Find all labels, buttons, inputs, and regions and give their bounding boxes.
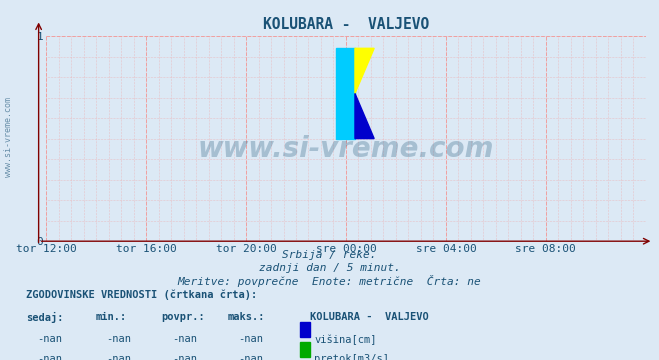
Text: sedaj:: sedaj: <box>26 312 64 323</box>
Text: Srbija / reke.: Srbija / reke. <box>282 250 377 260</box>
Text: -nan: -nan <box>106 354 131 360</box>
Text: zadnji dan / 5 minut.: zadnji dan / 5 minut. <box>258 263 401 273</box>
Polygon shape <box>355 94 374 139</box>
Text: KOLUBARA -  VALJEVO: KOLUBARA - VALJEVO <box>310 312 428 322</box>
Text: -nan: -nan <box>238 334 263 345</box>
Text: -nan: -nan <box>172 334 197 345</box>
Text: min.:: min.: <box>96 312 127 322</box>
Text: -nan: -nan <box>37 334 62 345</box>
Text: povpr.:: povpr.: <box>161 312 205 322</box>
Text: -nan: -nan <box>37 354 62 360</box>
Text: ZGODOVINSKE VREDNOSTI (črtkana črta):: ZGODOVINSKE VREDNOSTI (črtkana črta): <box>26 290 258 300</box>
Text: www.si-vreme.com: www.si-vreme.com <box>4 97 13 177</box>
Text: -nan: -nan <box>238 354 263 360</box>
Text: višina[cm]: višina[cm] <box>314 334 377 345</box>
Polygon shape <box>355 48 374 94</box>
Text: maks.:: maks.: <box>227 312 265 322</box>
Polygon shape <box>336 48 355 139</box>
Text: www.si-vreme.com: www.si-vreme.com <box>198 135 494 163</box>
Text: Meritve: povprečne  Enote: metrične  Črta: ne: Meritve: povprečne Enote: metrične Črta:… <box>178 275 481 287</box>
Text: pretok[m3/s]: pretok[m3/s] <box>314 354 389 360</box>
Text: -nan: -nan <box>172 354 197 360</box>
Title: KOLUBARA -  VALJEVO: KOLUBARA - VALJEVO <box>263 17 429 32</box>
Text: -nan: -nan <box>106 334 131 345</box>
